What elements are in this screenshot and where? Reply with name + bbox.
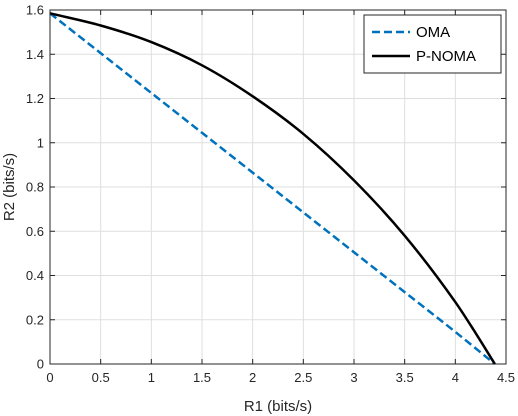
y-tick-label: 0.6	[26, 224, 44, 239]
y-tick-label: 0.2	[26, 312, 44, 327]
x-tick-label: 2	[249, 370, 256, 385]
y-tick-label: 1.2	[26, 91, 44, 106]
x-tick-label: 3.5	[396, 370, 414, 385]
x-tick-label: 3	[350, 370, 357, 385]
ticks	[49, 9, 507, 365]
x-tick-label: 1.5	[193, 370, 211, 385]
x-tick-label: 2.5	[294, 370, 312, 385]
x-tick-label: 0.5	[92, 370, 110, 385]
y-tick-label: 1	[37, 135, 44, 150]
y-tick-label: 0.4	[26, 268, 44, 283]
x-tick-label: 4	[452, 370, 459, 385]
x-tick-label: 0	[46, 370, 53, 385]
series-line-p-noma	[49, 12, 496, 365]
legend-label-oma: OMA	[416, 24, 450, 41]
tick-labels: 0 0.5 1 1.5 2 2.5 3 3.5 4 4.5 0 0.2 0.4 0.6 0.8 1 1.2 1.4…	[26, 3, 515, 386]
y-axis-label: R2 (bits/s)	[1, 153, 18, 221]
legend-box	[363, 14, 502, 74]
y-tick-label: 0.8	[26, 180, 44, 195]
x-tick-label: 4.5	[497, 370, 515, 385]
series-layer	[49, 12, 496, 365]
y-tick-label: 1.4	[26, 47, 44, 62]
x-axis-label: R1 (bits/s)	[244, 398, 312, 415]
legend-label-p-noma: P-NOMA	[416, 48, 476, 65]
y-tick-label: 1.6	[26, 3, 44, 18]
x-tick-label: 1	[148, 370, 155, 385]
y-tick-label: 0	[37, 357, 44, 372]
legend: OMA P-NOMA	[363, 14, 502, 74]
